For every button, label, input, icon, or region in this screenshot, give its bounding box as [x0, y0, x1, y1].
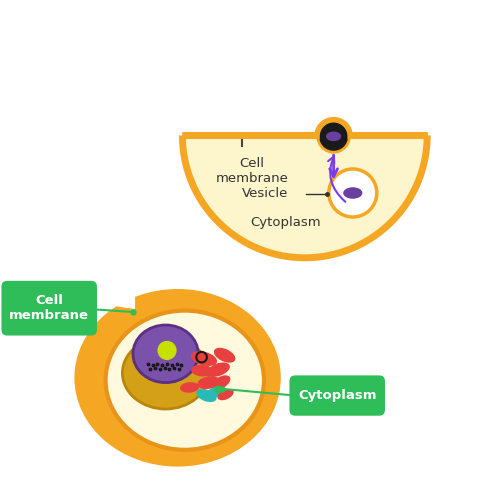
Ellipse shape	[217, 389, 234, 400]
Circle shape	[157, 341, 177, 360]
Ellipse shape	[206, 387, 226, 398]
FancyBboxPatch shape	[1, 281, 97, 335]
Ellipse shape	[191, 365, 212, 376]
Ellipse shape	[133, 325, 198, 383]
Text: Cytoplasm: Cytoplasm	[250, 216, 321, 229]
Text: Cell
membrane: Cell membrane	[9, 294, 89, 322]
Text: Vesicle: Vesicle	[241, 187, 288, 201]
Ellipse shape	[197, 376, 220, 389]
Circle shape	[318, 120, 349, 152]
Ellipse shape	[343, 187, 362, 199]
Ellipse shape	[74, 289, 281, 467]
Ellipse shape	[214, 348, 235, 362]
Circle shape	[329, 169, 377, 217]
Ellipse shape	[191, 351, 217, 366]
Text: Cell
membrane: Cell membrane	[216, 158, 288, 186]
Ellipse shape	[207, 362, 230, 377]
Ellipse shape	[211, 375, 230, 390]
FancyBboxPatch shape	[289, 375, 385, 415]
Text: Cytoplasm: Cytoplasm	[298, 389, 376, 402]
Ellipse shape	[180, 382, 199, 393]
Ellipse shape	[106, 310, 264, 450]
Ellipse shape	[326, 132, 341, 141]
Polygon shape	[316, 135, 351, 140]
Ellipse shape	[196, 389, 216, 402]
Polygon shape	[182, 135, 427, 258]
Ellipse shape	[122, 337, 209, 409]
Polygon shape	[101, 287, 134, 308]
